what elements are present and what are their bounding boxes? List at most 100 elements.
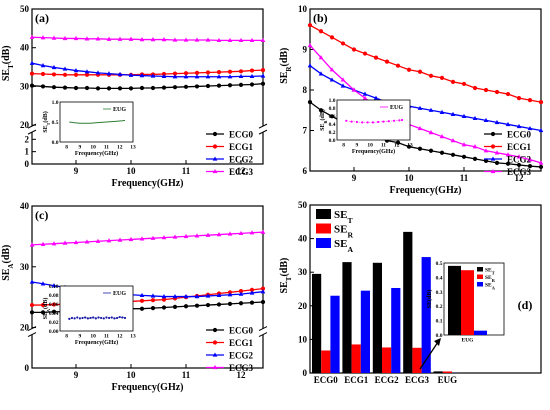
data-point-ecg3 [29,242,35,247]
data-point-ecg3 [73,35,79,41]
data-point-ecg2 [139,73,145,78]
data-point-ecg1 [172,71,178,76]
y-tick-label: 20 [20,120,30,130]
bar-set-ecg2 [372,262,382,373]
y-tick-label: 40 [20,201,30,211]
data-point-ecg1 [84,72,90,77]
inset-y-tick-label: 0.1 [436,319,443,325]
inset-data-point [377,120,380,124]
bar-sea-ecg1 [360,290,370,373]
y-axis-label: SET(dB) [1,45,15,81]
data-point-ecg1 [428,73,434,78]
data-point-ecg3 [307,42,313,48]
data-point-ecg1 [384,59,390,64]
data-point-ecg3 [249,230,255,235]
inset-data-point [105,316,108,319]
legend-marker [490,131,496,137]
inset-x-tick-label: 12 [117,334,123,340]
x-tick-label: 11 [460,173,469,183]
data-point-ecg2 [183,294,189,299]
data-point-ecg1 [318,29,324,34]
data-point-ecg3 [95,36,101,41]
inset-data-point [121,316,124,319]
inset-data-point [113,317,116,320]
inset-y-tick-label: 1.0 [52,100,59,106]
data-point-ecg0 [428,148,434,153]
inset-data-point [108,316,111,320]
data-point-ecg1 [329,35,335,40]
y-axis-label: SER(dB) [279,48,293,84]
x-tick-label: 9 [74,166,79,176]
pointer-arrow [419,341,439,370]
x-tick-label: ECG0 [314,375,339,385]
data-point-ecg0 [150,85,156,91]
data-point-ecg2 [205,74,211,79]
inset-data-point [355,120,359,124]
inset-y-tick-label: 0.4 [329,122,336,128]
inset-y-tick-label: 0.8 [329,106,336,112]
inset-y-axis-label: SER(dB) [319,109,328,131]
inset-data-point [68,317,71,320]
data-point-ecg0 [260,81,266,86]
inset-y-tick-label: 0.02 [49,320,59,326]
data-point-ecg0 [106,86,112,91]
data-point-ecg1 [373,55,379,60]
inset-x-tick-label: 8 [342,143,345,149]
y-axis-label: SET(dB) [279,258,293,294]
bar-sea-ecg2 [391,287,401,373]
legend-marker [212,168,218,174]
data-point-ecg3 [106,36,112,41]
bar-ser-ecg2 [382,347,392,373]
data-point-ecg0 [307,100,313,105]
legend-marker [212,156,218,161]
data-point-ecg3 [128,236,134,242]
legend-label: ECG2 [507,155,532,165]
data-point-ecg3 [161,235,167,240]
data-point-ecg2 [538,127,544,133]
inset-data-point [118,315,121,319]
data-point-ecg2 [417,105,423,110]
legend-marker [490,168,496,174]
data-point-ecg0 [318,108,324,113]
bar-ser-eug [442,371,452,373]
data-point-ecg0 [84,85,90,91]
legend-label: ECG2 [229,155,254,165]
data-point-ecg2 [40,281,46,286]
data-point-ecg1 [40,302,46,308]
inset-x-tick-label: 8 [65,145,68,151]
data-point-ecg1 [227,69,233,74]
inset-bar-sea [474,330,487,335]
data-point-ecg2 [106,71,112,76]
inset-y-tick-label: 0.2 [436,304,443,310]
data-point-ecg2 [428,107,434,112]
inset-x-tick-label: 10 [90,145,96,151]
data-point-ecg0 [216,302,222,307]
data-point-ecg2 [95,70,101,75]
data-point-ecg2 [117,71,123,77]
data-point-ecg3 [183,37,189,42]
inset-x-tick-label: 9 [79,145,82,151]
inset-x-tick-label: 13 [407,143,413,149]
y-tick-label: 7 [303,126,308,136]
data-point-ecg3 [172,234,178,239]
data-point-ecg1 [450,79,456,84]
data-point-ecg2 [318,71,324,76]
series-line-ecg1 [309,24,542,103]
inset-data-point [350,120,353,123]
inset-data-point [73,317,76,320]
inset-data-point [70,316,74,320]
data-point-ecg1 [40,71,46,77]
data-point-ecg1 [29,302,35,308]
y-tick-label: 1 [25,147,30,157]
x-tick-label: 12 [515,173,525,183]
inset-y-tick-label: 0.5 [436,261,443,267]
inset-data-point [76,316,79,319]
data-point-ecg3 [172,37,178,42]
inset-y-tick-label: 0.3 [436,290,443,296]
inset-data-point [84,316,87,319]
data-point-ecg3 [150,235,156,240]
data-point-ecg0 [139,306,145,311]
data-point-ecg0 [227,83,233,88]
data-point-ecg3 [29,34,35,39]
